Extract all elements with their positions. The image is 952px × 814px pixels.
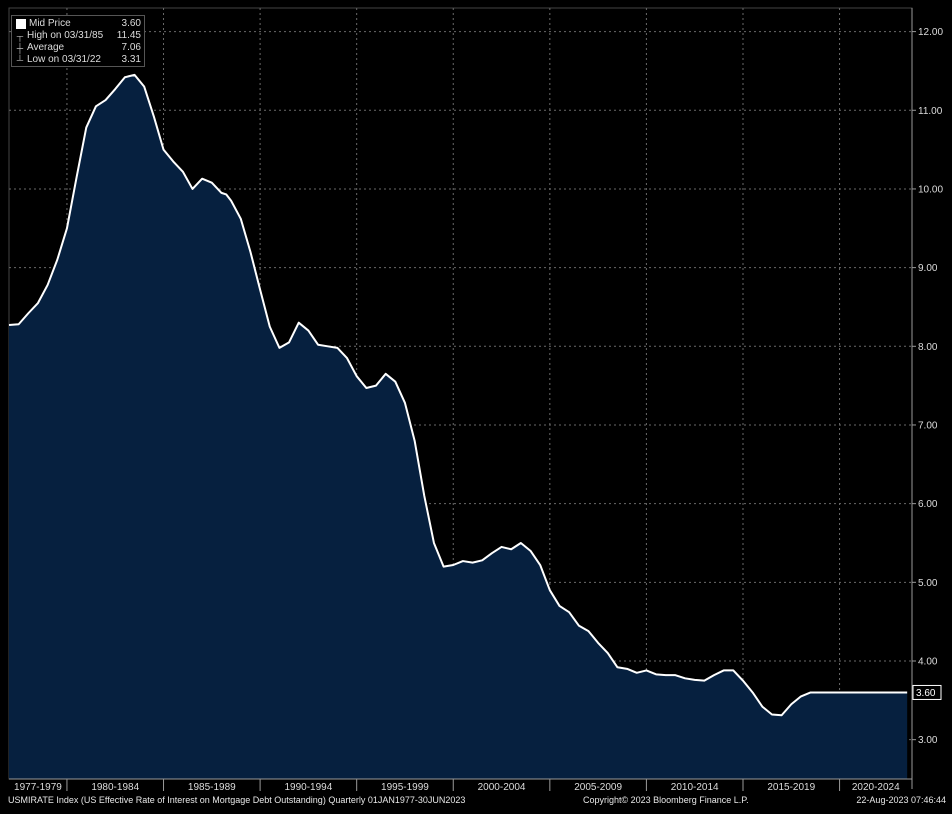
footer-index-description: USMIRATE Index (US Effective Rate of Int… (8, 795, 466, 805)
x-tick-label: 2020-2024 (852, 782, 900, 793)
legend-mid-label: Mid Price (29, 18, 71, 29)
y-tick-label: 5.00 (918, 578, 938, 589)
x-axis: 1977-1979 1980-1984 1985-1989 1990-1994 1995… (9, 778, 912, 793)
mid-price-swatch (16, 19, 26, 29)
high-marker-icon: ┬ (16, 31, 24, 41)
legend-low-label: Low on 03/31/22 (27, 54, 101, 65)
footer-timestamp: 22-Aug-2023 07:46:44 (856, 795, 946, 805)
y-axis: 3.00 4.00 5.00 6.00 7.00 8.00 9.00 10.00 11.00 12… (911, 8, 943, 789)
y-tick-label: 6.00 (918, 499, 938, 510)
y-tick-label: 4.00 (918, 656, 938, 667)
y-tick-label: 10.00 (918, 184, 943, 195)
legend-row-mid: Mid Price 3.60 (15, 18, 141, 30)
last-value-box (912, 684, 942, 700)
series-line (8, 73, 908, 717)
x-tick-label: 2005-2009 (574, 782, 622, 793)
x-tick-label: 2015-2019 (767, 782, 815, 793)
legend-high-value: 11.45 (116, 30, 141, 41)
last-value-text: 3.60 (916, 688, 936, 699)
y-tick-label: 12.00 (918, 27, 943, 38)
last-value-tag: 3.60 (912, 684, 942, 700)
x-tick-label: 1985-1989 (188, 782, 236, 793)
legend-high-label: High on 03/31/85 (27, 30, 104, 41)
legend-average-label: Average (27, 42, 65, 53)
y-tick-label: 3.00 (918, 735, 938, 746)
y-tick-label: 8.00 (918, 342, 938, 353)
x-tick-label: 1980-1984 (91, 782, 139, 793)
average-marker-icon: ┼ (16, 43, 24, 53)
legend-row-average: ┼ Average 7.06 (15, 42, 141, 54)
series-area-fill (9, 74, 908, 780)
x-tick-label: 1995-1999 (381, 782, 429, 793)
y-tick-label: 11.00 (918, 106, 943, 117)
legend-row-high: ┬ High on 03/31/85 11.45 (15, 30, 141, 42)
x-tick-label: 1977-1979 (14, 782, 62, 793)
y-tick-label: 9.00 (918, 263, 938, 274)
legend: Mid Price 3.60 ┬ High on 03/31/85 11.45 ┼… (11, 15, 145, 67)
y-tick-label: 7.00 (918, 420, 938, 431)
x-tick-label: 2000-2004 (478, 782, 526, 793)
legend-row-low: ┴ Low on 03/31/22 3.31 (15, 54, 141, 66)
legend-low-value: 3.31 (121, 54, 141, 65)
low-marker-icon: ┴ (16, 55, 24, 65)
x-tick-label: 1990-1994 (284, 782, 332, 793)
footer: USMIRATE Index (US Effective Rate of Int… (0, 792, 952, 814)
x-tick-label: 2010-2014 (671, 782, 719, 793)
legend-average-value: 7.06 (121, 42, 141, 53)
legend-mid-value: 3.60 (121, 18, 141, 29)
footer-copyright: Copyright© 2023 Bloomberg Finance L.P. (583, 795, 749, 805)
